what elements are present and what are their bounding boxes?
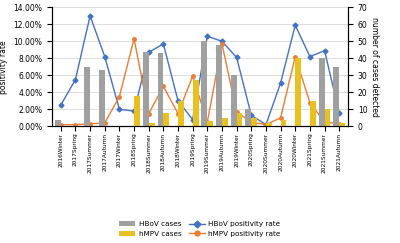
HBoV positivity rate [190,118,195,121]
Y-axis label: positivity rate: positivity rate [0,40,8,94]
Bar [55,120,61,126]
Bar [202,41,207,126]
Bar [319,58,324,126]
hMPV positivity rate [234,110,239,113]
HBoV positivity rate [58,104,63,107]
Line: HBoV positivity rate: HBoV positivity rate [59,14,341,126]
HBoV positivity rate [220,40,224,43]
Line: hMPV positivity rate: hMPV positivity rate [59,37,341,126]
HBoV positivity rate [132,110,136,113]
Bar [216,45,222,126]
HBoV positivity rate [146,51,151,54]
hMPV positivity rate [161,85,166,88]
Bar [193,80,198,126]
Bar [134,96,140,126]
Bar [333,67,339,126]
Bar [178,101,184,126]
HBoV positivity rate [322,49,327,52]
HBoV positivity rate [117,108,122,111]
hMPV positivity rate [190,75,195,78]
Bar [339,123,345,126]
hMPV positivity rate [220,43,224,45]
Bar [295,58,301,126]
HBoV positivity rate [293,24,298,27]
hMPV positivity rate [102,122,107,124]
Bar [222,118,228,126]
HBoV positivity rate [73,78,78,81]
HBoV positivity rate [176,99,180,102]
Bar [207,121,213,126]
hMPV positivity rate [58,123,63,126]
HBoV positivity rate [88,14,92,17]
hMPV positivity rate [337,122,342,125]
HBoV positivity rate [234,56,239,59]
Bar [324,109,330,126]
Y-axis label: number of cases detected: number of cases detected [370,17,378,117]
hMPV positivity rate [73,123,78,126]
hMPV positivity rate [117,95,122,98]
Bar [158,53,163,126]
Legend: HBoV cases, hMPV cases, HBoV positivity rate, hMPV positivity rate: HBoV cases, hMPV cases, HBoV positivity … [119,221,281,237]
HBoV positivity rate [278,82,283,85]
Bar [149,123,154,126]
Bar [84,67,90,126]
HBoV positivity rate [249,114,254,117]
Bar [266,123,272,126]
Bar [231,75,237,126]
hMPV positivity rate [88,122,92,125]
Bar [310,101,316,126]
hMPV positivity rate [249,121,254,123]
HBoV positivity rate [205,35,210,38]
Bar [251,118,257,126]
Bar [143,52,149,126]
HBoV positivity rate [308,55,312,58]
hMPV positivity rate [322,121,327,123]
hMPV positivity rate [205,121,210,123]
hMPV positivity rate [278,116,283,119]
HBoV positivity rate [337,111,342,114]
hMPV positivity rate [176,112,180,115]
hMPV positivity rate [264,123,268,126]
Bar [163,113,169,126]
Bar [246,109,251,126]
HBoV positivity rate [264,123,268,126]
HBoV positivity rate [161,43,166,45]
hMPV positivity rate [308,101,312,104]
hMPV positivity rate [293,55,298,58]
hMPV positivity rate [146,112,151,115]
Bar [99,70,105,126]
HBoV positivity rate [102,55,107,58]
Bar [280,120,286,126]
Bar [237,113,242,126]
hMPV positivity rate [132,37,136,40]
